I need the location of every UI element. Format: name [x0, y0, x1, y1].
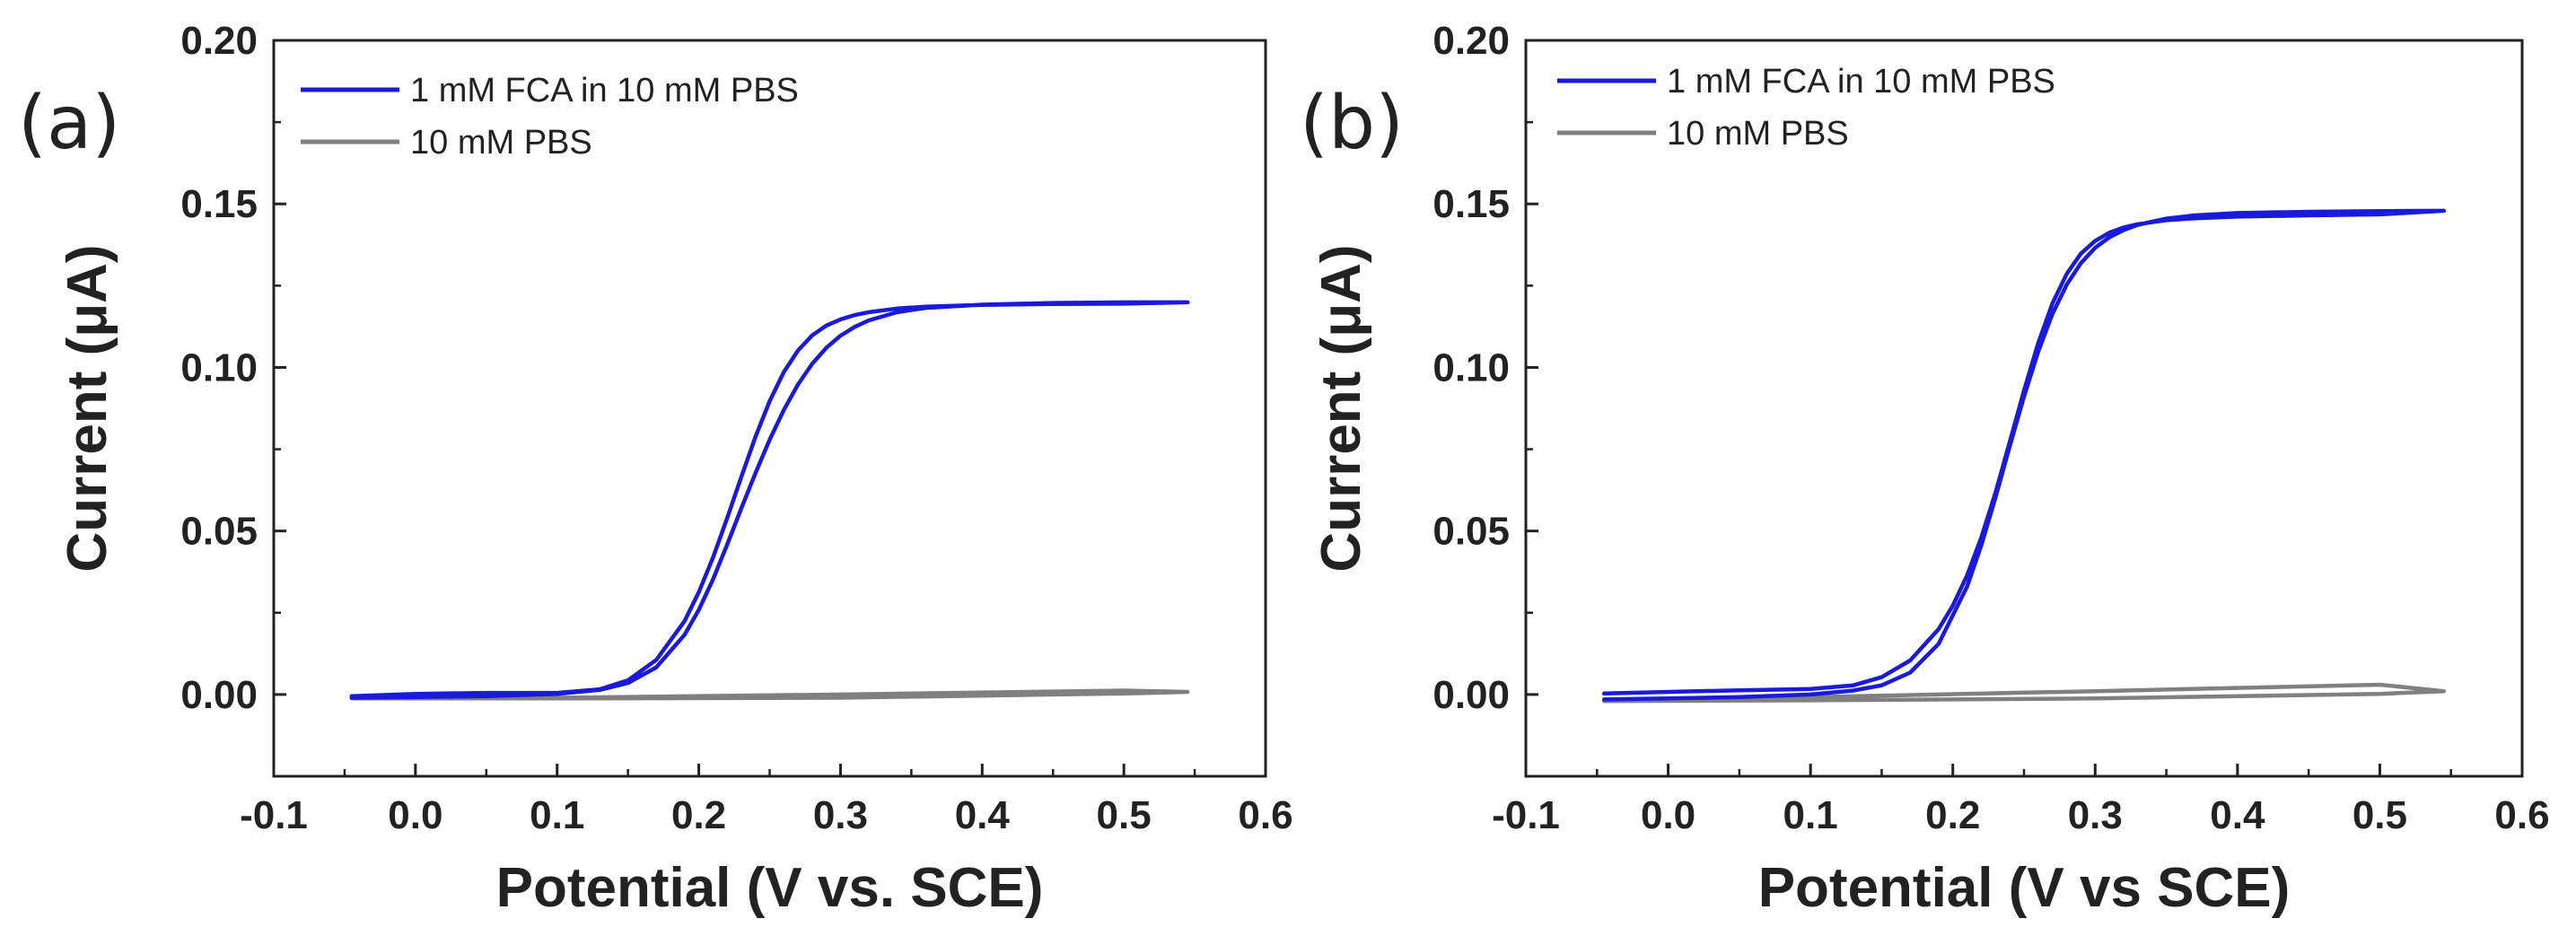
x-tick-label: 0.0 [1641, 793, 1695, 837]
y-axis-title: Current (μA) [57, 244, 118, 572]
x-tick-label: 0.6 [2494, 793, 2549, 837]
panel-label: (a) [18, 81, 120, 166]
y-tick-label: 0.15 [1433, 182, 1510, 226]
y-tick-label: 0.10 [180, 346, 258, 389]
x-tick-label: 0.1 [1783, 793, 1838, 837]
panel-label: (b) [1300, 81, 1404, 166]
x-tick-label: 0.4 [2210, 793, 2265, 837]
x-tick-label: 0.4 [955, 793, 1011, 837]
x-tick-label: 0.3 [2068, 793, 2123, 837]
series-line-fca [349, 300, 1190, 700]
series-line-pbs [349, 688, 1190, 701]
chart-panel-a: -0.1 0.0 0.1 0.2 0.3 0.4 0.5 0.6 0.00 0.05 0.10 0.1… [18, 19, 1293, 919]
x-tick-label: 0.2 [1925, 793, 1980, 837]
x-axis-title: Potential (V vs. SCE) [496, 857, 1044, 919]
series-line-fca [1601, 208, 2447, 702]
legend-label: 1 mM FCA in 10 mM PBS [410, 72, 799, 109]
legend-label: 10 mM PBS [410, 124, 592, 162]
series-line-pbs [1601, 682, 2447, 704]
x-tick-label: 0.1 [530, 793, 584, 837]
x-tick-label: 0.3 [813, 793, 868, 837]
y-tick-label: 0.10 [1433, 346, 1510, 389]
y-tick-label: 0.05 [1433, 510, 1510, 554]
chart-panel-b: -0.1 0.0 0.1 0.2 0.3 0.4 0.5 0.6 0.00 0.05 0.10 0.1… [1300, 19, 2550, 919]
y-tick-label: 0.20 [180, 19, 258, 63]
y-tick-label: 0.05 [180, 510, 258, 554]
x-axis-title: Potential (V vs SCE) [1758, 857, 2291, 919]
x-tick-label: 0.0 [388, 793, 442, 837]
x-tick-label: -0.1 [240, 793, 308, 837]
y-tick-label: 0.15 [180, 182, 258, 226]
legend-label: 1 mM FCA in 10 mM PBS [1667, 63, 2055, 101]
x-tick-label: 0.6 [1238, 793, 1292, 837]
x-tick-label: 0.5 [2353, 793, 2407, 837]
y-tick-label: 0.00 [1433, 673, 1510, 717]
x-tick-label: 0.5 [1097, 793, 1152, 837]
y-tick-label: 0.00 [180, 673, 258, 717]
x-tick-label: 0.2 [671, 793, 726, 837]
legend-label: 10 mM PBS [1667, 115, 1849, 153]
y-tick-label: 0.20 [1433, 19, 1510, 63]
y-axis-title: Current (μA) [1310, 244, 1372, 572]
x-tick-label: -0.1 [1492, 793, 1560, 837]
